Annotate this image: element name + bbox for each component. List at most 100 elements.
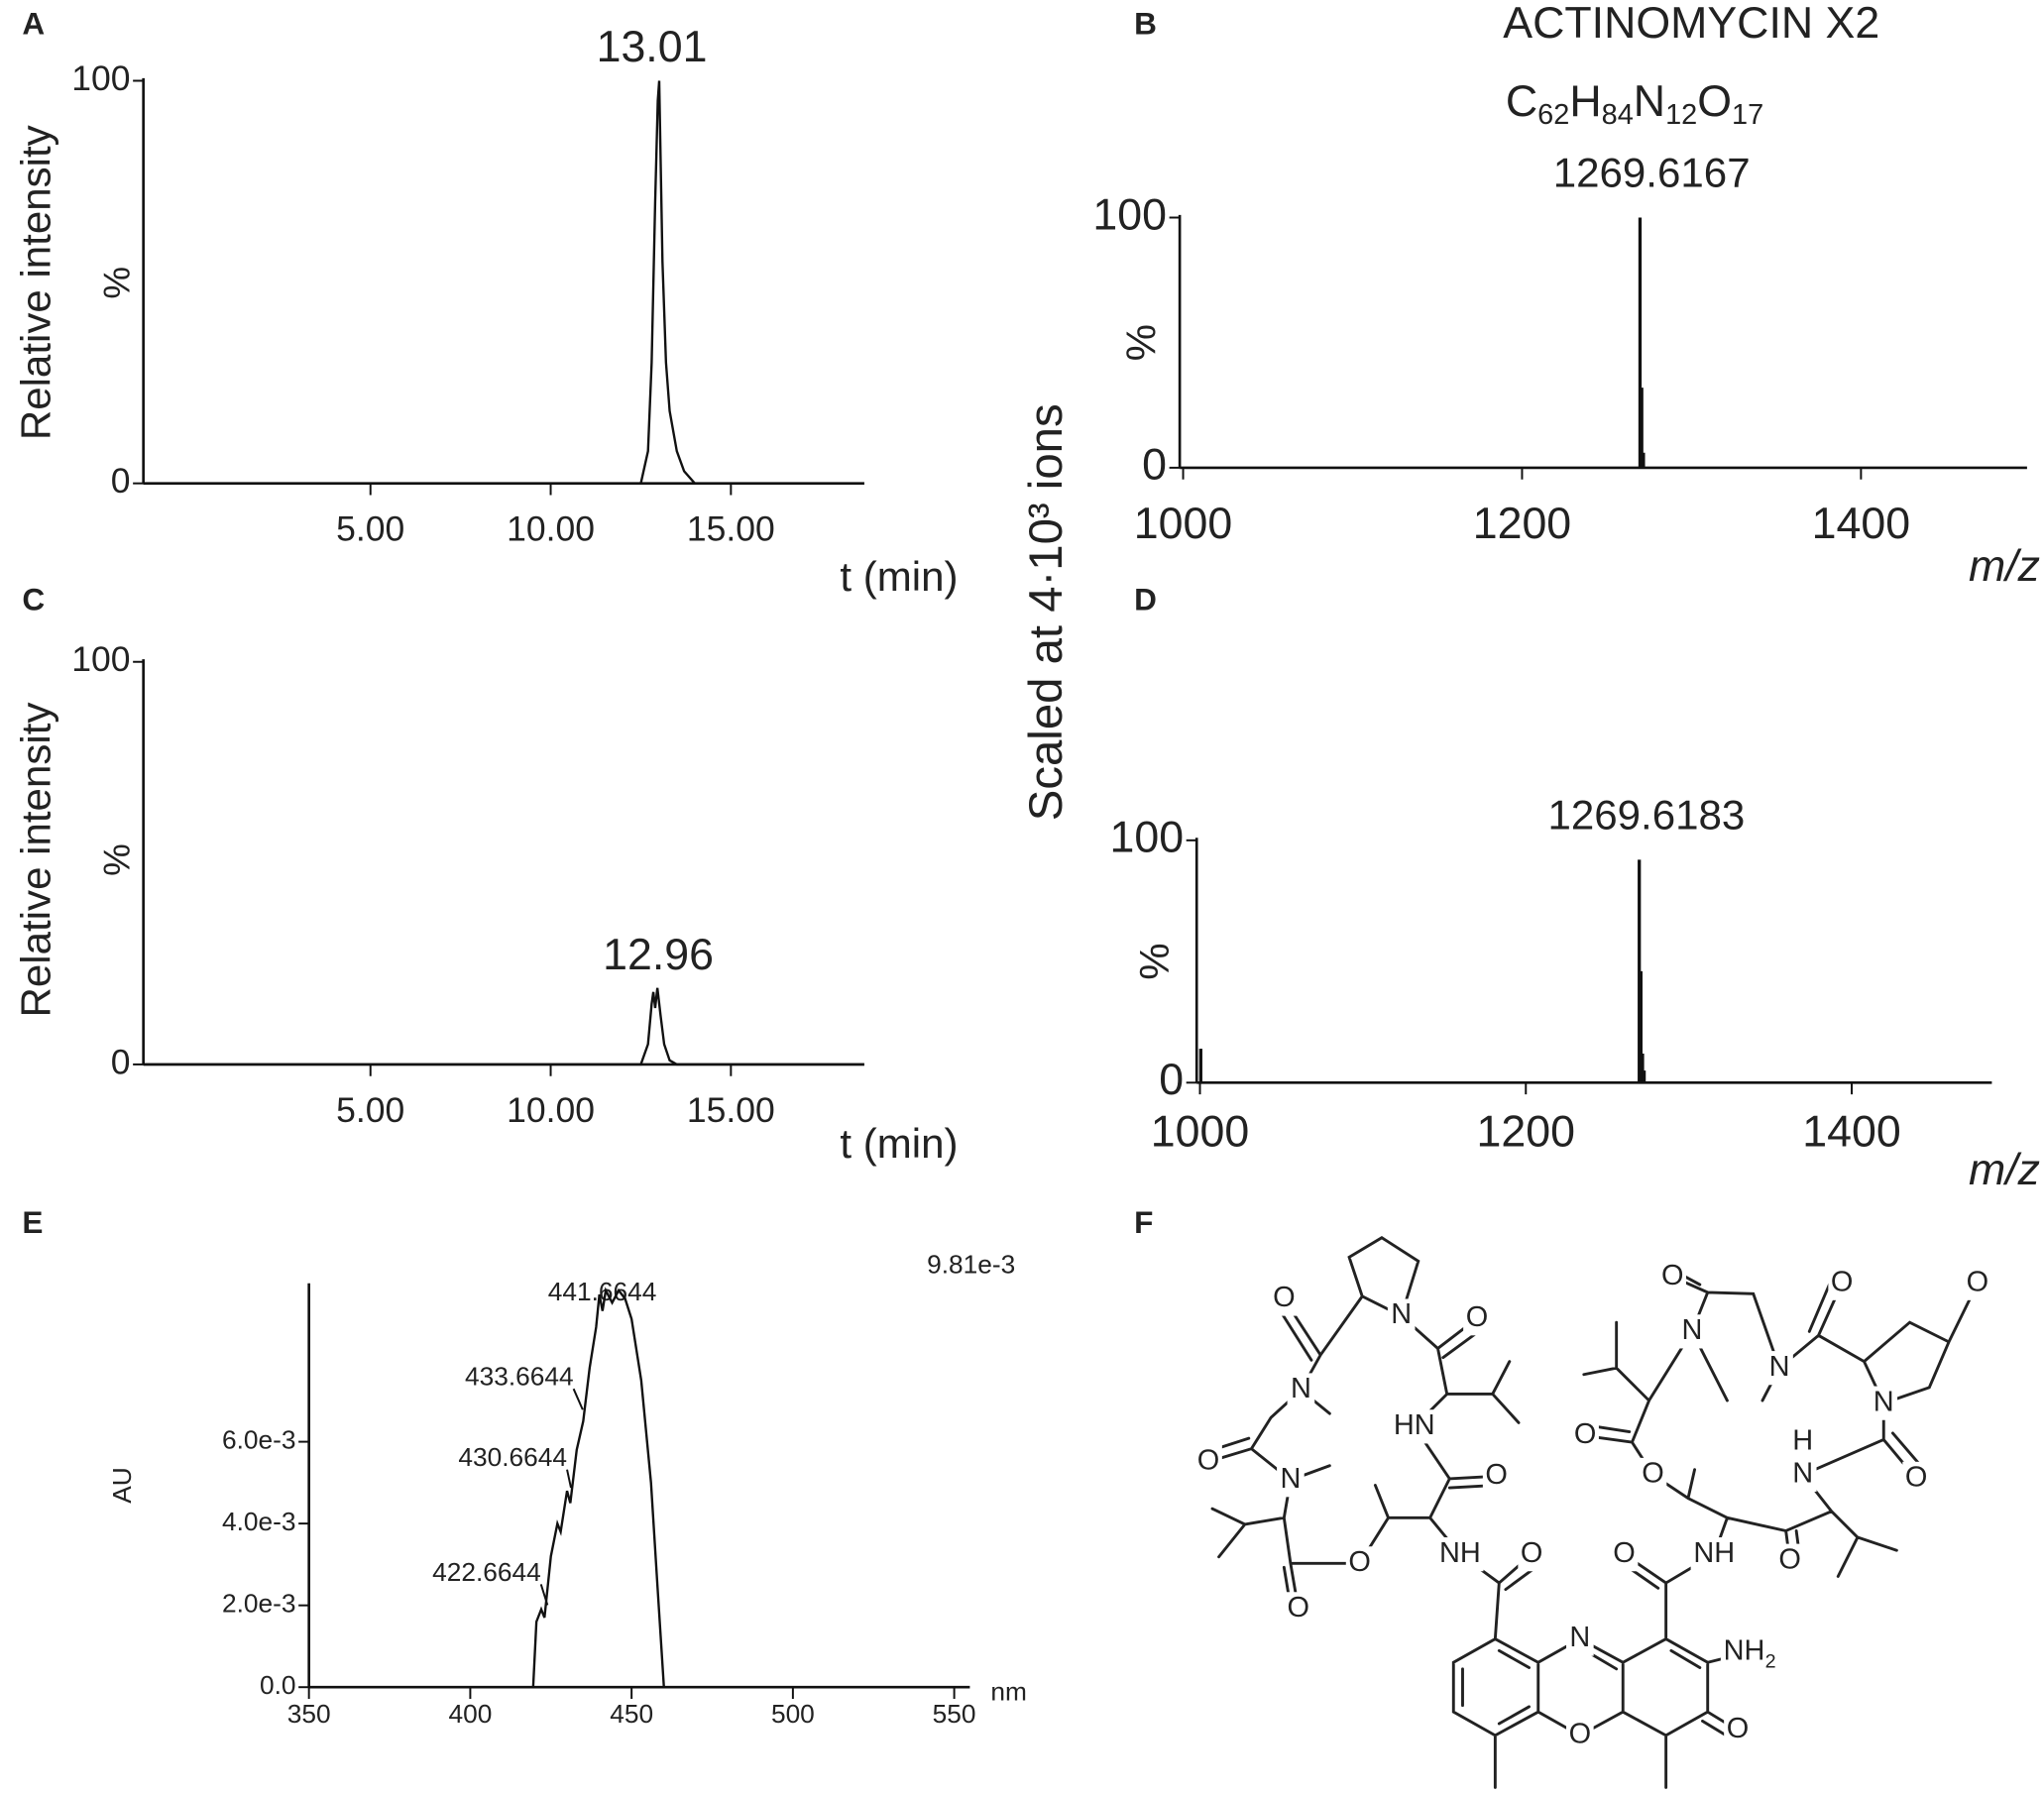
x-tick-label: 550 bbox=[933, 1699, 976, 1729]
atom-label: O bbox=[1778, 1543, 1800, 1575]
atom-background bbox=[1964, 1266, 1991, 1300]
y-tick-label: 100 bbox=[1092, 190, 1167, 239]
peak-label: 430.6644 bbox=[458, 1442, 567, 1472]
atom-background bbox=[1287, 1373, 1315, 1407]
peak-label: 441.6644 bbox=[548, 1277, 657, 1306]
x-tick-label: 350 bbox=[287, 1699, 331, 1729]
atom-background bbox=[1194, 1444, 1222, 1479]
x-tick-label: 5.00 bbox=[336, 509, 404, 549]
formula-subscript: 62 bbox=[1537, 99, 1569, 131]
atom-label: N bbox=[1681, 1314, 1702, 1346]
atom-background bbox=[1658, 1260, 1687, 1294]
atom-subscript: 2 bbox=[1765, 1650, 1776, 1672]
y-tick-label: 4.0e-3 bbox=[222, 1507, 296, 1536]
atom-label: NH bbox=[1693, 1537, 1735, 1569]
panel-label: F bbox=[1134, 1204, 1153, 1240]
atom-background bbox=[1720, 1634, 1768, 1669]
x-tick-label: 450 bbox=[610, 1699, 653, 1729]
title: ACTINOMYCIN X2 bbox=[1503, 0, 1879, 48]
atom-background bbox=[1690, 1537, 1738, 1572]
trace bbox=[143, 987, 864, 1066]
atom-label: O bbox=[1967, 1266, 1988, 1297]
atom-background bbox=[1788, 1425, 1817, 1460]
y-tick-label: 0 bbox=[1142, 441, 1167, 490]
atom-label: N bbox=[1874, 1386, 1894, 1417]
panel-label: D bbox=[1134, 582, 1157, 617]
atom-label: N bbox=[1391, 1298, 1412, 1330]
atom-label: NH bbox=[1724, 1634, 1765, 1666]
x-tick-label: 1000 bbox=[1134, 500, 1232, 548]
atom-background bbox=[1518, 1537, 1545, 1572]
x-tick-label: 1200 bbox=[1477, 1108, 1575, 1157]
y-axis-label: Relative intensity bbox=[13, 125, 59, 440]
atom-label: N bbox=[1280, 1463, 1301, 1495]
y-tick-label: 0 bbox=[111, 1042, 131, 1081]
y-tick-label: 0 bbox=[1159, 1056, 1184, 1104]
atom-background bbox=[1436, 1537, 1484, 1572]
formula-subscript: 17 bbox=[1732, 99, 1763, 131]
atom-label: N bbox=[1569, 1622, 1590, 1653]
x-tick-label: 1200 bbox=[1473, 500, 1571, 548]
formula-element: H bbox=[1569, 77, 1601, 126]
atom-label: O bbox=[1197, 1444, 1219, 1476]
formula-subscript: 84 bbox=[1602, 99, 1634, 131]
peak-label: 433.6644 bbox=[465, 1362, 574, 1392]
scale-label: 9.81e-3 bbox=[927, 1250, 1015, 1280]
shared-y-label: Scaled at 4·10³ ions bbox=[1020, 403, 1073, 821]
atom-label: O bbox=[1288, 1592, 1309, 1624]
y-axis-label: Relative intensity bbox=[13, 703, 59, 1018]
atom-label: O bbox=[1466, 1301, 1488, 1333]
atom-background bbox=[1566, 1622, 1594, 1656]
atom-label: O bbox=[1569, 1718, 1591, 1749]
panel-label: B bbox=[1134, 6, 1157, 42]
atom-background bbox=[1724, 1713, 1752, 1747]
atom-background bbox=[1639, 1457, 1667, 1493]
atom-background bbox=[1482, 1459, 1511, 1494]
panel-label: A bbox=[22, 6, 45, 42]
formula-element: C bbox=[1506, 77, 1537, 126]
leader-line bbox=[566, 1469, 572, 1489]
x-tick-label: 5.00 bbox=[336, 1090, 404, 1130]
atom-label: O bbox=[1661, 1260, 1683, 1291]
atom-label: O bbox=[1574, 1418, 1596, 1450]
atom-background bbox=[1828, 1266, 1856, 1300]
y-axis-label: AU bbox=[107, 1467, 137, 1504]
atom-label: H bbox=[1792, 1425, 1813, 1457]
atom-background bbox=[1270, 1282, 1299, 1316]
atom-label: N bbox=[1769, 1351, 1790, 1383]
structure-bonds bbox=[1206, 1236, 1980, 1789]
atom-label: HN bbox=[1394, 1409, 1435, 1441]
leader-line bbox=[572, 1388, 584, 1410]
y-unit-label: % bbox=[1118, 324, 1165, 361]
peak-label: 13.01 bbox=[597, 23, 708, 71]
x-tick-label: 1400 bbox=[1802, 1108, 1900, 1157]
trace bbox=[308, 1287, 955, 1689]
atom-background bbox=[1870, 1386, 1898, 1420]
x-axis-label: t (min) bbox=[840, 553, 958, 600]
atom-label: NH bbox=[1439, 1537, 1481, 1569]
atom-background bbox=[1902, 1461, 1930, 1496]
atom-label: N bbox=[1291, 1373, 1311, 1404]
y-unit-label: % bbox=[1131, 943, 1178, 979]
peak-label: 1269.6167 bbox=[1553, 150, 1751, 196]
x-axis-label: nm bbox=[990, 1677, 1027, 1707]
atom-background bbox=[1391, 1409, 1438, 1444]
atom-background bbox=[1463, 1301, 1491, 1336]
atom-background bbox=[1765, 1351, 1793, 1386]
x-tick-label: 1000 bbox=[1151, 1108, 1249, 1157]
x-axis-label: t (min) bbox=[840, 1120, 958, 1167]
panel-label: E bbox=[22, 1204, 43, 1240]
formula: C62H84N12O17 bbox=[1506, 77, 1763, 131]
atom-background bbox=[1678, 1314, 1706, 1349]
atom-label: O bbox=[1642, 1458, 1663, 1490]
atom-background bbox=[1345, 1546, 1374, 1581]
y-tick-label: 2.0e-3 bbox=[222, 1589, 296, 1619]
y-tick-label: 100 bbox=[71, 58, 130, 98]
formula-subscript: 12 bbox=[1665, 99, 1697, 131]
y-unit-label: % bbox=[97, 843, 138, 876]
y-tick-label: 100 bbox=[71, 639, 130, 679]
atom-label: O bbox=[1485, 1459, 1507, 1491]
atom-label: O bbox=[1613, 1537, 1635, 1569]
panel-label: C bbox=[22, 582, 45, 617]
